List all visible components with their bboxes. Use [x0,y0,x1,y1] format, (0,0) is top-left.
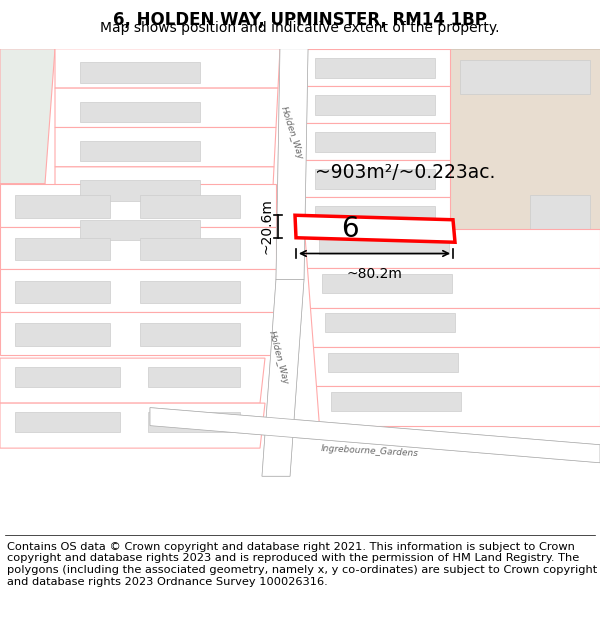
Polygon shape [150,408,600,462]
Polygon shape [304,229,600,268]
Polygon shape [0,269,276,312]
Polygon shape [55,206,272,246]
Polygon shape [80,62,200,82]
Polygon shape [0,403,265,448]
Polygon shape [322,274,452,293]
Polygon shape [460,60,590,94]
Text: Holden_Way: Holden_Way [266,330,290,386]
Polygon shape [304,198,450,234]
Text: Contains OS data © Crown copyright and database right 2021. This information is : Contains OS data © Crown copyright and d… [7,542,598,586]
Polygon shape [80,181,200,201]
Polygon shape [140,238,240,260]
Polygon shape [15,195,110,218]
Polygon shape [15,367,120,388]
Polygon shape [80,220,200,240]
Polygon shape [315,132,435,152]
Polygon shape [80,102,200,122]
Polygon shape [262,279,304,476]
Text: Holden_Way: Holden_Way [279,106,305,161]
Text: Map shows position and indicative extent of the property.: Map shows position and indicative extent… [100,21,500,35]
Polygon shape [150,408,600,462]
Polygon shape [316,386,600,426]
Polygon shape [0,226,276,269]
Text: ~20.6m: ~20.6m [259,199,273,254]
Polygon shape [304,49,450,86]
Polygon shape [0,358,265,403]
Polygon shape [55,88,278,127]
Polygon shape [0,184,45,308]
Text: ~903m²/~0.223ac.: ~903m²/~0.223ac. [315,163,496,182]
Polygon shape [80,141,200,161]
Polygon shape [148,367,240,388]
Text: 6, HOLDEN WAY, UPMINSTER, RM14 1BP: 6, HOLDEN WAY, UPMINSTER, RM14 1BP [113,11,487,29]
Polygon shape [310,308,600,347]
Polygon shape [304,86,450,123]
Polygon shape [307,268,600,308]
Polygon shape [140,195,240,218]
Polygon shape [315,95,435,115]
Polygon shape [148,412,240,432]
Polygon shape [55,127,276,167]
Polygon shape [55,167,274,206]
Polygon shape [0,49,55,184]
Polygon shape [331,392,461,411]
Polygon shape [140,281,240,303]
Polygon shape [315,58,435,78]
Text: 6: 6 [341,215,359,242]
Polygon shape [304,160,450,198]
Polygon shape [328,352,458,372]
Polygon shape [450,49,600,274]
Polygon shape [315,169,435,189]
Polygon shape [325,313,455,332]
Polygon shape [530,195,590,257]
Polygon shape [313,347,600,386]
Polygon shape [15,323,110,346]
Polygon shape [295,215,455,242]
Polygon shape [262,279,304,476]
Polygon shape [276,49,308,279]
Polygon shape [276,49,308,279]
Polygon shape [15,412,120,432]
Text: Ingrebourne_Gardens: Ingrebourne_Gardens [321,444,419,459]
Polygon shape [304,123,450,160]
Polygon shape [140,323,240,346]
Polygon shape [319,234,449,254]
Polygon shape [55,49,280,88]
Polygon shape [15,238,110,260]
Polygon shape [0,312,276,355]
Polygon shape [0,184,276,226]
Polygon shape [15,281,110,303]
Polygon shape [315,206,435,226]
Text: ~80.2m: ~80.2m [347,267,403,281]
